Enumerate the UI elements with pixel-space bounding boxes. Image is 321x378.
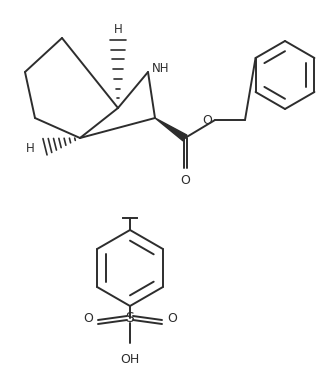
Text: O: O xyxy=(180,174,190,187)
Text: O: O xyxy=(202,113,212,127)
Text: H: H xyxy=(114,23,122,36)
Text: H: H xyxy=(26,141,35,155)
Text: OH: OH xyxy=(120,353,140,366)
Polygon shape xyxy=(155,118,187,141)
Text: O: O xyxy=(83,311,93,324)
Text: O: O xyxy=(167,311,177,324)
Text: S: S xyxy=(126,311,134,325)
Text: NH: NH xyxy=(152,62,169,74)
